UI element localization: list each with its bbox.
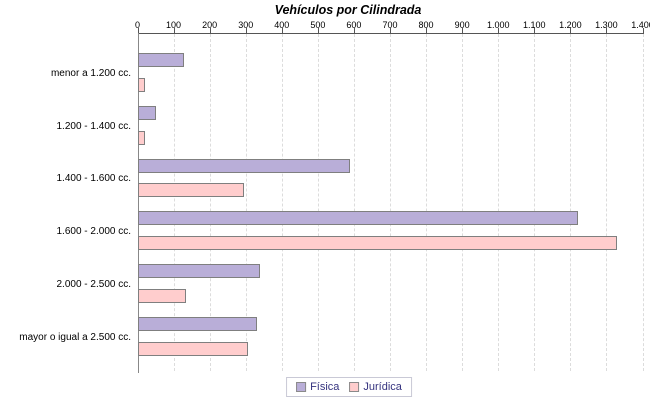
bar-jurídica <box>137 288 187 303</box>
x-tick-mark <box>353 28 355 33</box>
category-label: 1.400 - 1.600 cc. <box>56 173 132 185</box>
category-label: 1.600 - 2.000 cc. <box>56 226 132 238</box>
x-tick-label: 0 <box>134 20 141 30</box>
bar-jurídica <box>137 236 618 251</box>
x-tick-mark <box>426 28 428 33</box>
bar-jurídica <box>137 130 145 145</box>
category-label: mayor o igual a 2.500 cc. <box>19 331 131 343</box>
gridline <box>209 34 211 371</box>
x-tick-label: 1.200 <box>559 20 582 30</box>
x-tick-label: 1.300 <box>595 20 618 30</box>
gridline <box>498 34 500 371</box>
bar-física <box>137 105 156 120</box>
gridline <box>390 34 391 371</box>
legend-item-jurídica: Jurídica <box>349 381 402 393</box>
x-tick-label: 900 <box>454 20 470 30</box>
x-tick-mark <box>642 28 644 33</box>
x-tick-label: 700 <box>382 20 398 30</box>
bar-física <box>137 53 185 67</box>
gridline <box>353 34 355 371</box>
category-label: 2.000 - 2.500 cc. <box>56 279 132 290</box>
x-tick-mark <box>498 28 500 33</box>
legend-swatch-icon <box>349 382 360 392</box>
legend-item-física: Física <box>296 381 339 393</box>
legend-label: Jurídica <box>363 381 402 393</box>
x-tick-mark <box>281 28 283 33</box>
x-tick-label: 1.100 <box>523 20 546 30</box>
gridline <box>281 34 283 371</box>
bar-física <box>137 264 261 279</box>
x-tick-mark <box>209 28 211 33</box>
x-tick-label: 500 <box>310 20 326 30</box>
bar-jurídica <box>137 183 244 198</box>
gridline <box>606 34 608 371</box>
legend-swatch-icon <box>296 382 307 392</box>
gridline <box>173 34 175 371</box>
gridline <box>245 34 247 371</box>
x-tick-mark <box>570 28 572 33</box>
gridline <box>642 34 644 371</box>
x-tick-mark <box>317 28 319 33</box>
x-tick-mark <box>462 28 464 33</box>
x-tick-label: 300 <box>238 20 254 30</box>
x-tick-label: 100 <box>166 20 182 30</box>
x-tick-mark <box>173 28 175 33</box>
x-tick-label: 800 <box>418 20 434 30</box>
bar-jurídica <box>137 77 145 92</box>
gridline <box>426 34 428 371</box>
x-axis-line <box>137 33 644 34</box>
x-tick-label: 200 <box>202 20 218 30</box>
gridline <box>317 34 319 371</box>
x-tick-mark <box>606 28 608 33</box>
legend: Física Jurídica <box>286 377 412 397</box>
x-tick-label: 600 <box>346 20 362 30</box>
bar-física <box>137 158 351 173</box>
x-tick-mark <box>390 28 391 33</box>
category-label: menor a 1.200 cc. <box>50 67 131 79</box>
x-tick-mark <box>245 28 247 33</box>
y-axis-line <box>137 33 139 373</box>
bar-jurídica <box>137 341 248 356</box>
x-tick-label: 1.000 <box>486 20 510 30</box>
gridline <box>462 34 464 371</box>
bar-física <box>137 211 578 226</box>
gridline <box>570 34 572 371</box>
x-tick-label: 1.400 <box>631 20 650 30</box>
category-label: 1.200 - 1.400 cc. <box>56 120 132 132</box>
bar-física <box>137 317 257 331</box>
gridline <box>534 34 536 371</box>
x-tick-label: 400 <box>274 20 290 30</box>
chart-title: Vehículos por Cilindrada <box>274 3 422 17</box>
legend-label: Física <box>310 381 340 393</box>
x-tick-mark <box>137 28 139 33</box>
x-tick-mark <box>534 28 536 33</box>
